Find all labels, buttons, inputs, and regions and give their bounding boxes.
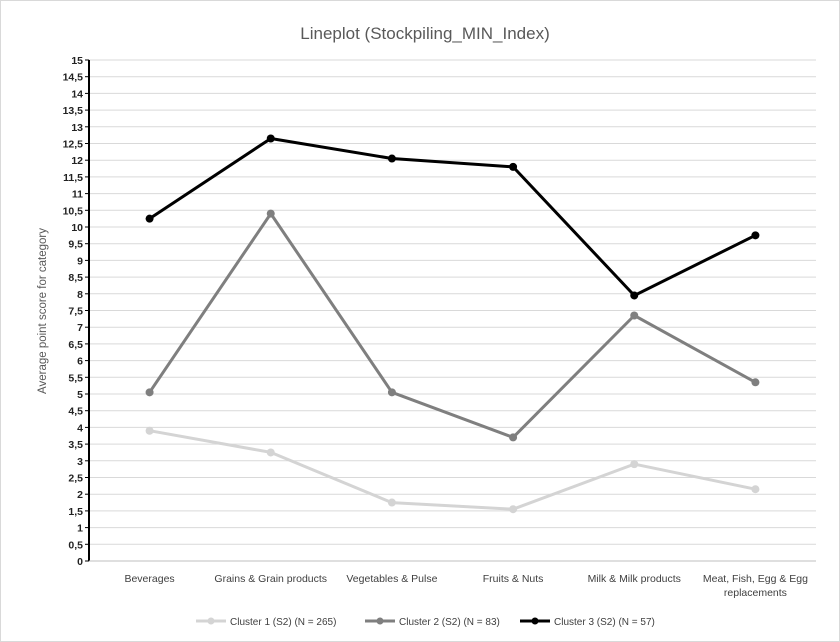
y-tick-label: 1,5 [68,506,83,518]
y-tick-label: 0,5 [68,539,83,551]
y-tick-label: 5 [77,389,83,401]
data-point [145,214,154,223]
data-point [751,485,760,494]
data-point [630,291,639,300]
data-point [630,460,639,469]
y-tick-label: 1 [77,523,83,535]
y-tick-label: 12 [71,155,83,167]
y-tick-label: 9 [77,255,83,267]
series-line-1 [149,429,756,511]
x-tick-label: Fruits & Nuts [483,573,544,585]
y-tick-label: 7 [77,322,83,334]
data-point [630,311,639,320]
data-point [387,498,396,507]
y-tick-label: 8 [77,289,83,301]
y-tick-label: 12,5 [63,139,84,151]
legend-marker [207,617,215,625]
data-point [266,209,275,218]
y-tick-label: 11 [72,189,83,201]
y-tick-label: 2 [77,489,83,501]
series-line-3 [148,137,757,297]
y-tick-label: 15 [71,55,83,67]
y-tick-label: 4,5 [68,406,83,418]
y-tick-label: 8,5 [68,272,83,284]
data-point [266,134,275,143]
series-line-2 [148,212,757,439]
x-tick-label: Meat, Fish, Egg & Egg [703,573,808,585]
y-tick-label: 2,5 [68,473,83,485]
series-lines [145,134,760,514]
y-tick-label: 11,5 [63,172,83,184]
y-axis-label: Average point score for category [37,228,49,394]
data-point [387,154,396,163]
legend-label: Cluster 1 (S2) (N = 265) [230,617,336,628]
legend-label: Cluster 3 (S2) (N = 57) [554,617,655,628]
y-tick-label: 5,5 [68,372,83,384]
data-point [387,388,396,397]
y-tick-label: 10 [71,222,83,234]
y-tick-label: 6,5 [68,339,83,351]
legend-marker [531,617,539,625]
y-tick-label: 10,5 [63,205,84,217]
y-tick-label: 7,5 [68,306,83,318]
chart-title: Lineplot (Stockpiling_MIN_Index) [300,24,549,43]
legend: Cluster 1 (S2) (N = 265) Cluster 2 (S2) (… [196,617,655,628]
data-point [509,505,518,514]
data-point [266,448,275,457]
y-tick-label: 6 [77,356,83,368]
x-tick-label: Grains & Grain products [214,573,327,585]
x-tick-label: Beverages [124,573,174,585]
data-point [751,378,760,387]
data-point [145,426,154,435]
y-tick-label: 9,5 [68,239,83,251]
data-point [509,162,518,171]
y-tick-label: 14 [71,88,83,100]
y-tick-label: 3,5 [68,439,83,451]
x-tick-label: replacements [724,587,787,599]
data-point [509,433,518,442]
y-tick-labels: 00,511,522,533,544,555,566,577,588,599,5… [63,55,84,568]
data-point [751,231,760,240]
y-tick-label: 4 [77,422,83,434]
legend-label: Cluster 2 (S2) (N = 83) [399,617,500,628]
y-tick-label: 13 [71,122,83,134]
y-tick-label: 13,5 [63,105,84,117]
y-tick-label: 3 [77,456,83,468]
x-tick-labels: Beverages Grains & Grain products Vegetabl… [124,573,808,599]
gridlines [89,59,816,545]
axes [85,59,816,562]
x-tick-label: Vegetables & Pulse [346,573,437,585]
legend-marker [376,617,384,625]
x-tick-label: Milk & Milk products [588,573,681,585]
data-point [145,388,154,397]
y-tick-label: 14,5 [63,72,84,84]
y-tick-label: 0 [77,556,83,568]
